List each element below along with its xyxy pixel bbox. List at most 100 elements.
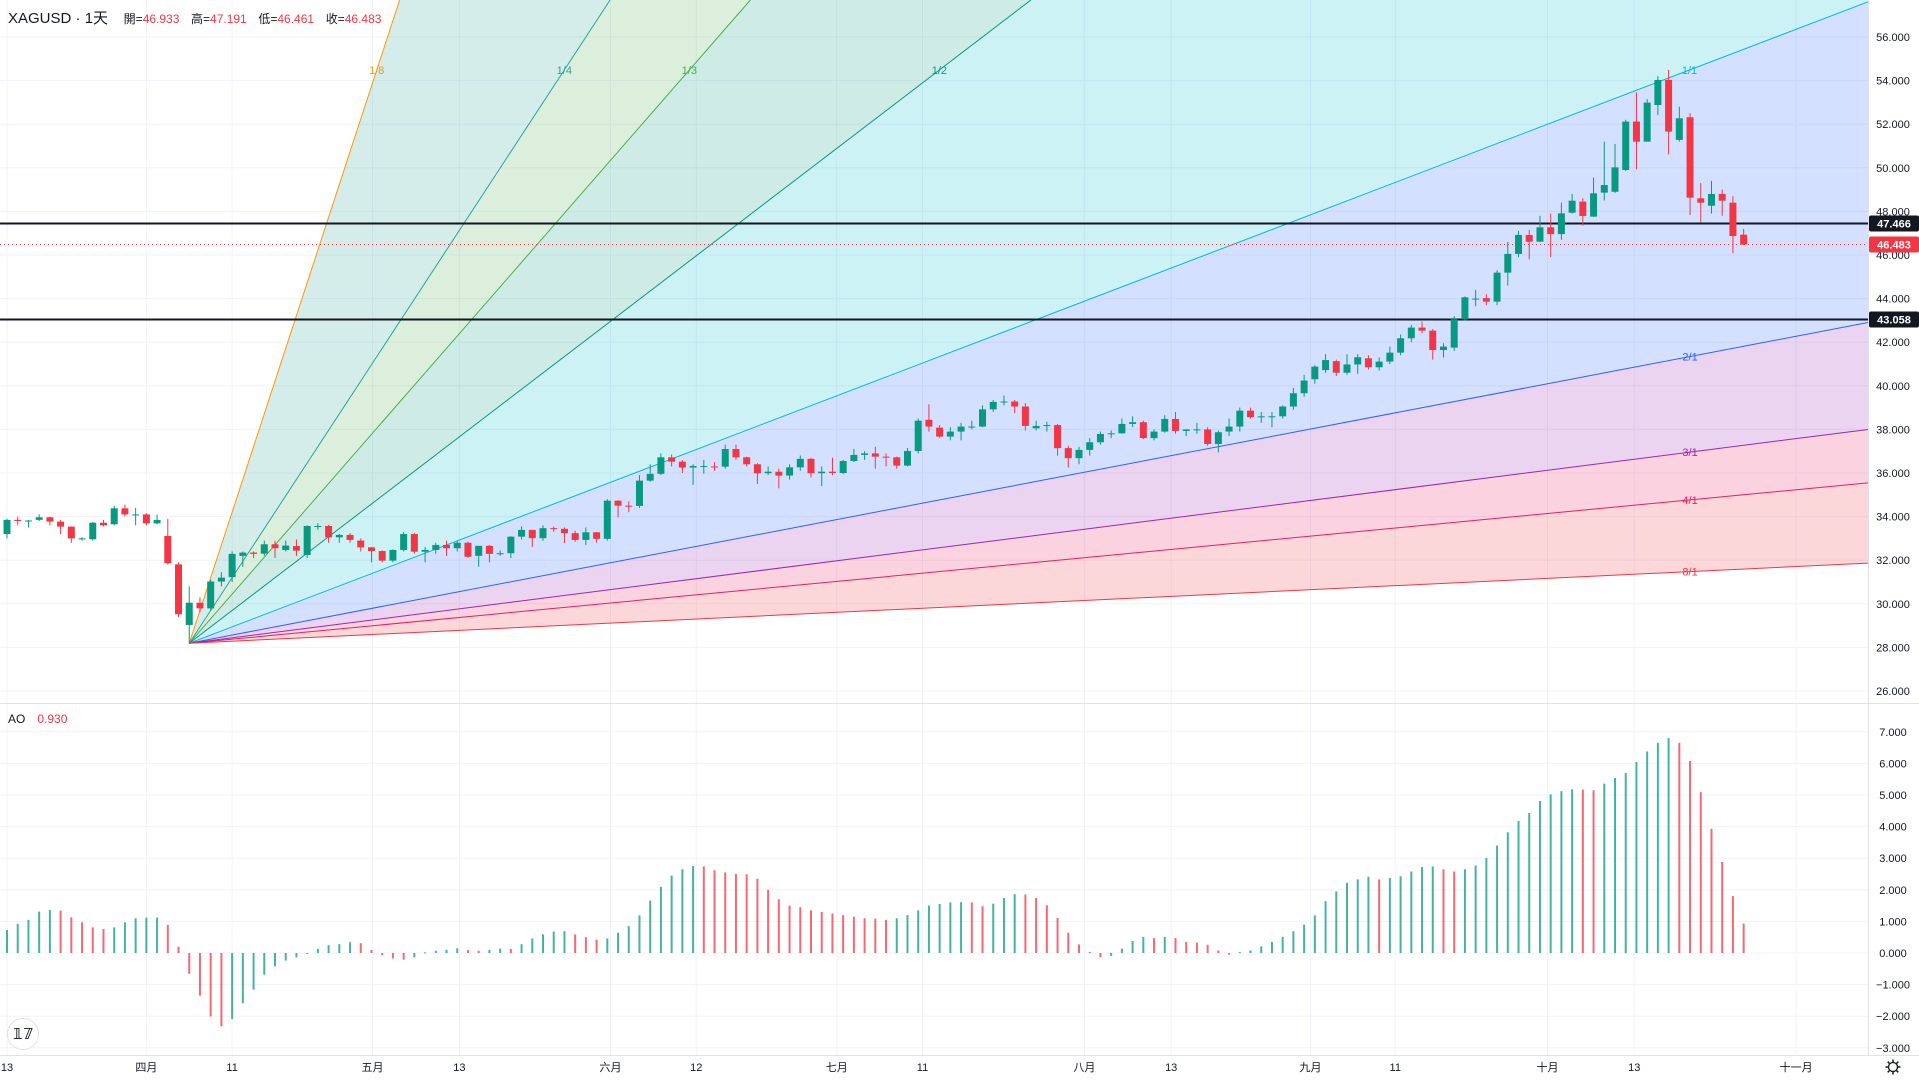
candle-body [1118,423,1126,434]
ao-bar [563,931,566,953]
gann-fan[interactable] [188,0,1868,644]
candle-up [1407,324,1415,343]
ao-bar [799,907,802,953]
settings-gear-icon[interactable] [1884,1058,1902,1076]
candle-body [1139,422,1147,439]
ao-bar [445,949,448,953]
candle-body [496,553,504,555]
ao-bar [1538,801,1541,953]
candle-body [196,602,204,609]
candle-body [764,471,772,474]
candle-body [1354,357,1362,365]
candle-up [507,536,515,559]
gann-fan-label: 2/1 [1682,352,1697,364]
ao-bar [349,942,352,953]
candle-body [1418,327,1426,331]
candle-body [1461,297,1469,320]
ao-legend[interactable]: AO 0.930 [8,712,67,726]
candle-down [14,516,22,526]
gann-fan-line[interactable] [188,0,401,644]
ao-bar [756,878,759,953]
candle-down [1632,92,1640,170]
candle-body [1129,422,1137,424]
time-tick-label: 十一月 [1780,1060,1813,1074]
ao-bar [231,953,234,1020]
candle-up [839,459,847,475]
candle-body [1289,393,1297,407]
candle-up [132,507,140,526]
candle-up [421,547,429,563]
ao-bar [949,902,952,953]
candle-body [1075,449,1083,459]
symbol-title[interactable]: XAGUSD · 1天 [8,10,108,27]
ao-bar [1281,936,1284,953]
candle-body [1472,298,1480,300]
candle-body [1364,358,1372,368]
ao-bar [1431,866,1434,953]
gann-fan-line[interactable] [188,0,751,644]
interval: 1天 [84,10,109,27]
candle-up [3,518,11,539]
candle-up [1193,422,1201,434]
candle-down [625,501,633,513]
candle-up [89,522,97,541]
gann-fan-line[interactable] [189,428,1868,644]
candle-up [1300,374,1308,397]
gann-fan-line[interactable] [189,322,1868,644]
ao-bar [402,953,405,960]
candle-body [614,500,622,506]
candle-up [1214,430,1222,453]
ao-bar [81,922,84,953]
ao-bar [1474,865,1477,953]
ao-bar [531,938,534,953]
ao-bar [284,953,287,961]
ao-bar [1163,936,1166,953]
ao-bar [1238,952,1241,954]
time-tick-label: 13 [1165,1062,1177,1074]
chart-legend[interactable]: XAGUSD · 1天 開=46.933 高=47.191 低=46.461 收… [8,7,389,28]
candle-down [1204,427,1212,446]
ao-bar [123,922,126,953]
gann-fan-line[interactable] [189,482,1868,644]
candle-up [1472,289,1480,307]
ao-tick-label: −1.000 [1876,980,1910,992]
ao-bar [1710,828,1713,953]
time-axis[interactable]: 13 四月 11 五月 13 六月 12 七月 11 八月 13 九月 11 十月 13 十一月 [1,1060,1813,1074]
ao-bar [681,869,684,953]
candle-up [1493,270,1501,306]
ao-bar [960,902,963,953]
candle-body [153,519,161,524]
candle-body [303,525,311,555]
ao-bar [1592,790,1595,953]
ao-bar [584,937,587,953]
ao-bar [1378,879,1381,953]
candle-down [893,456,901,469]
ao-bar [1270,941,1273,953]
ao-bar [91,927,94,953]
last-price-badge [1869,236,1919,253]
candle-body [1214,432,1222,445]
candle-up [1675,106,1683,142]
ao-bar [1549,794,1552,953]
price-axis[interactable]: 56.000 54.000 52.000 50.000 48.000 46.000 44.0… [1876,32,1910,698]
price-tick-label: 48.000 [1876,206,1910,218]
ao-axis[interactable]: 7.000 6.000 5.000 4.000 3.000 2.000 1.000 0.000… [1876,727,1910,1055]
gann-fan-line[interactable] [188,0,611,644]
time-tick-label: 四月 [135,1062,157,1074]
candle-body [1407,327,1415,339]
candle-up [1257,411,1265,423]
candle-up [1118,418,1126,434]
ao-bar [1142,936,1145,953]
ao-bar [1228,953,1231,955]
ao-bar [927,905,930,953]
gann-fan-line[interactable] [189,1,1868,644]
candle-body [1740,234,1748,245]
price-tick-label: 50.000 [1876,163,1910,175]
horizontal-lines[interactable] [0,222,1868,321]
gann-fan-line[interactable] [189,562,1868,644]
ao-bar [1517,820,1520,953]
tradingview-logo-icon[interactable]: 𝟙𝟟 [7,1018,39,1050]
ao-bar [1410,871,1413,953]
candle-down [743,456,751,467]
